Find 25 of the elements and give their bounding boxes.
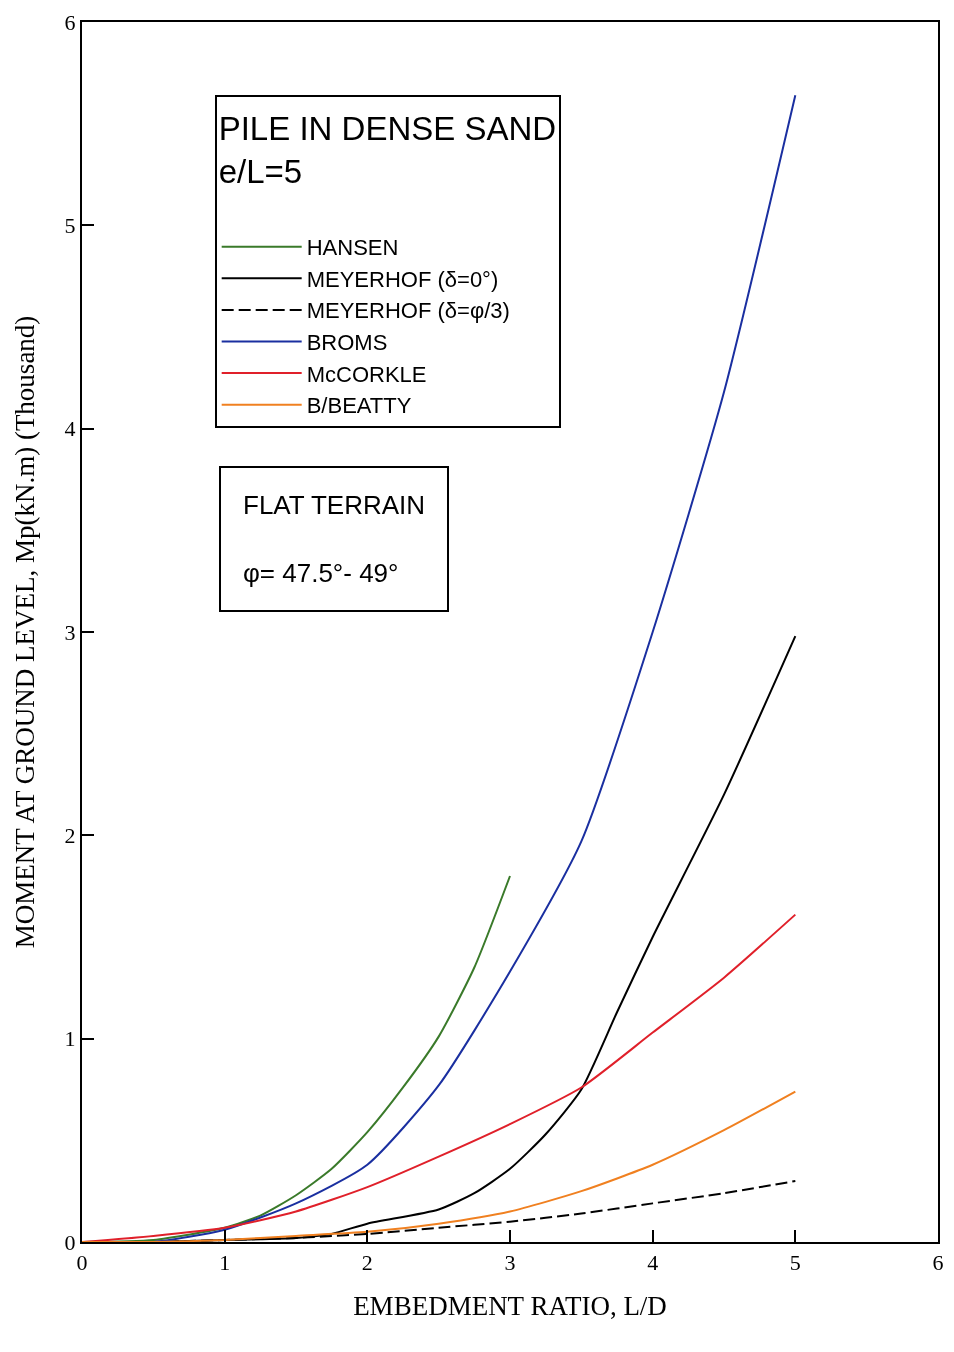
legend-label: McCORKLE <box>306 361 427 387</box>
x-tick-label: 1 <box>219 1250 231 1276</box>
y-tick-label: 5 <box>64 213 76 239</box>
legend-label: BROMS <box>306 330 388 356</box>
annotation: FLAT TERRAIN <box>243 490 426 520</box>
x-tick-label: 6 <box>932 1250 944 1276</box>
y-tick-label: 4 <box>64 416 76 442</box>
y-tick-label: 6 <box>64 9 76 35</box>
legend-label: MEYERHOF (δ=φ/3) <box>306 298 510 324</box>
x-tick-label: 4 <box>647 1250 659 1276</box>
legend-label: B/BEATTY <box>306 393 412 419</box>
y-tick-label: 0 <box>64 1229 76 1255</box>
x-axis-title: EMBEDMENT RATIO, L/D <box>353 1291 667 1322</box>
line-series <box>82 1090 797 1242</box>
y-axis-title: MOMENT AT GROUND LEVEL, Mp(kN.m) (Thousand) <box>10 315 41 949</box>
y-tick-label: 2 <box>64 823 76 849</box>
legend-label: MEYERHOF (δ=0°) <box>306 266 499 292</box>
legend-label: HANSEN <box>306 235 399 261</box>
y-tick-label: 3 <box>64 619 76 645</box>
y-tick-label: 1 <box>64 1026 76 1052</box>
x-tick-label: 5 <box>789 1250 801 1276</box>
x-tick-label: 2 <box>361 1250 373 1276</box>
annotation: φ= 47.5°- 49° <box>243 557 399 588</box>
legend-title: PILE IN DENSE SAND e/L=5 <box>218 110 557 190</box>
x-tick-label: 3 <box>504 1250 516 1276</box>
